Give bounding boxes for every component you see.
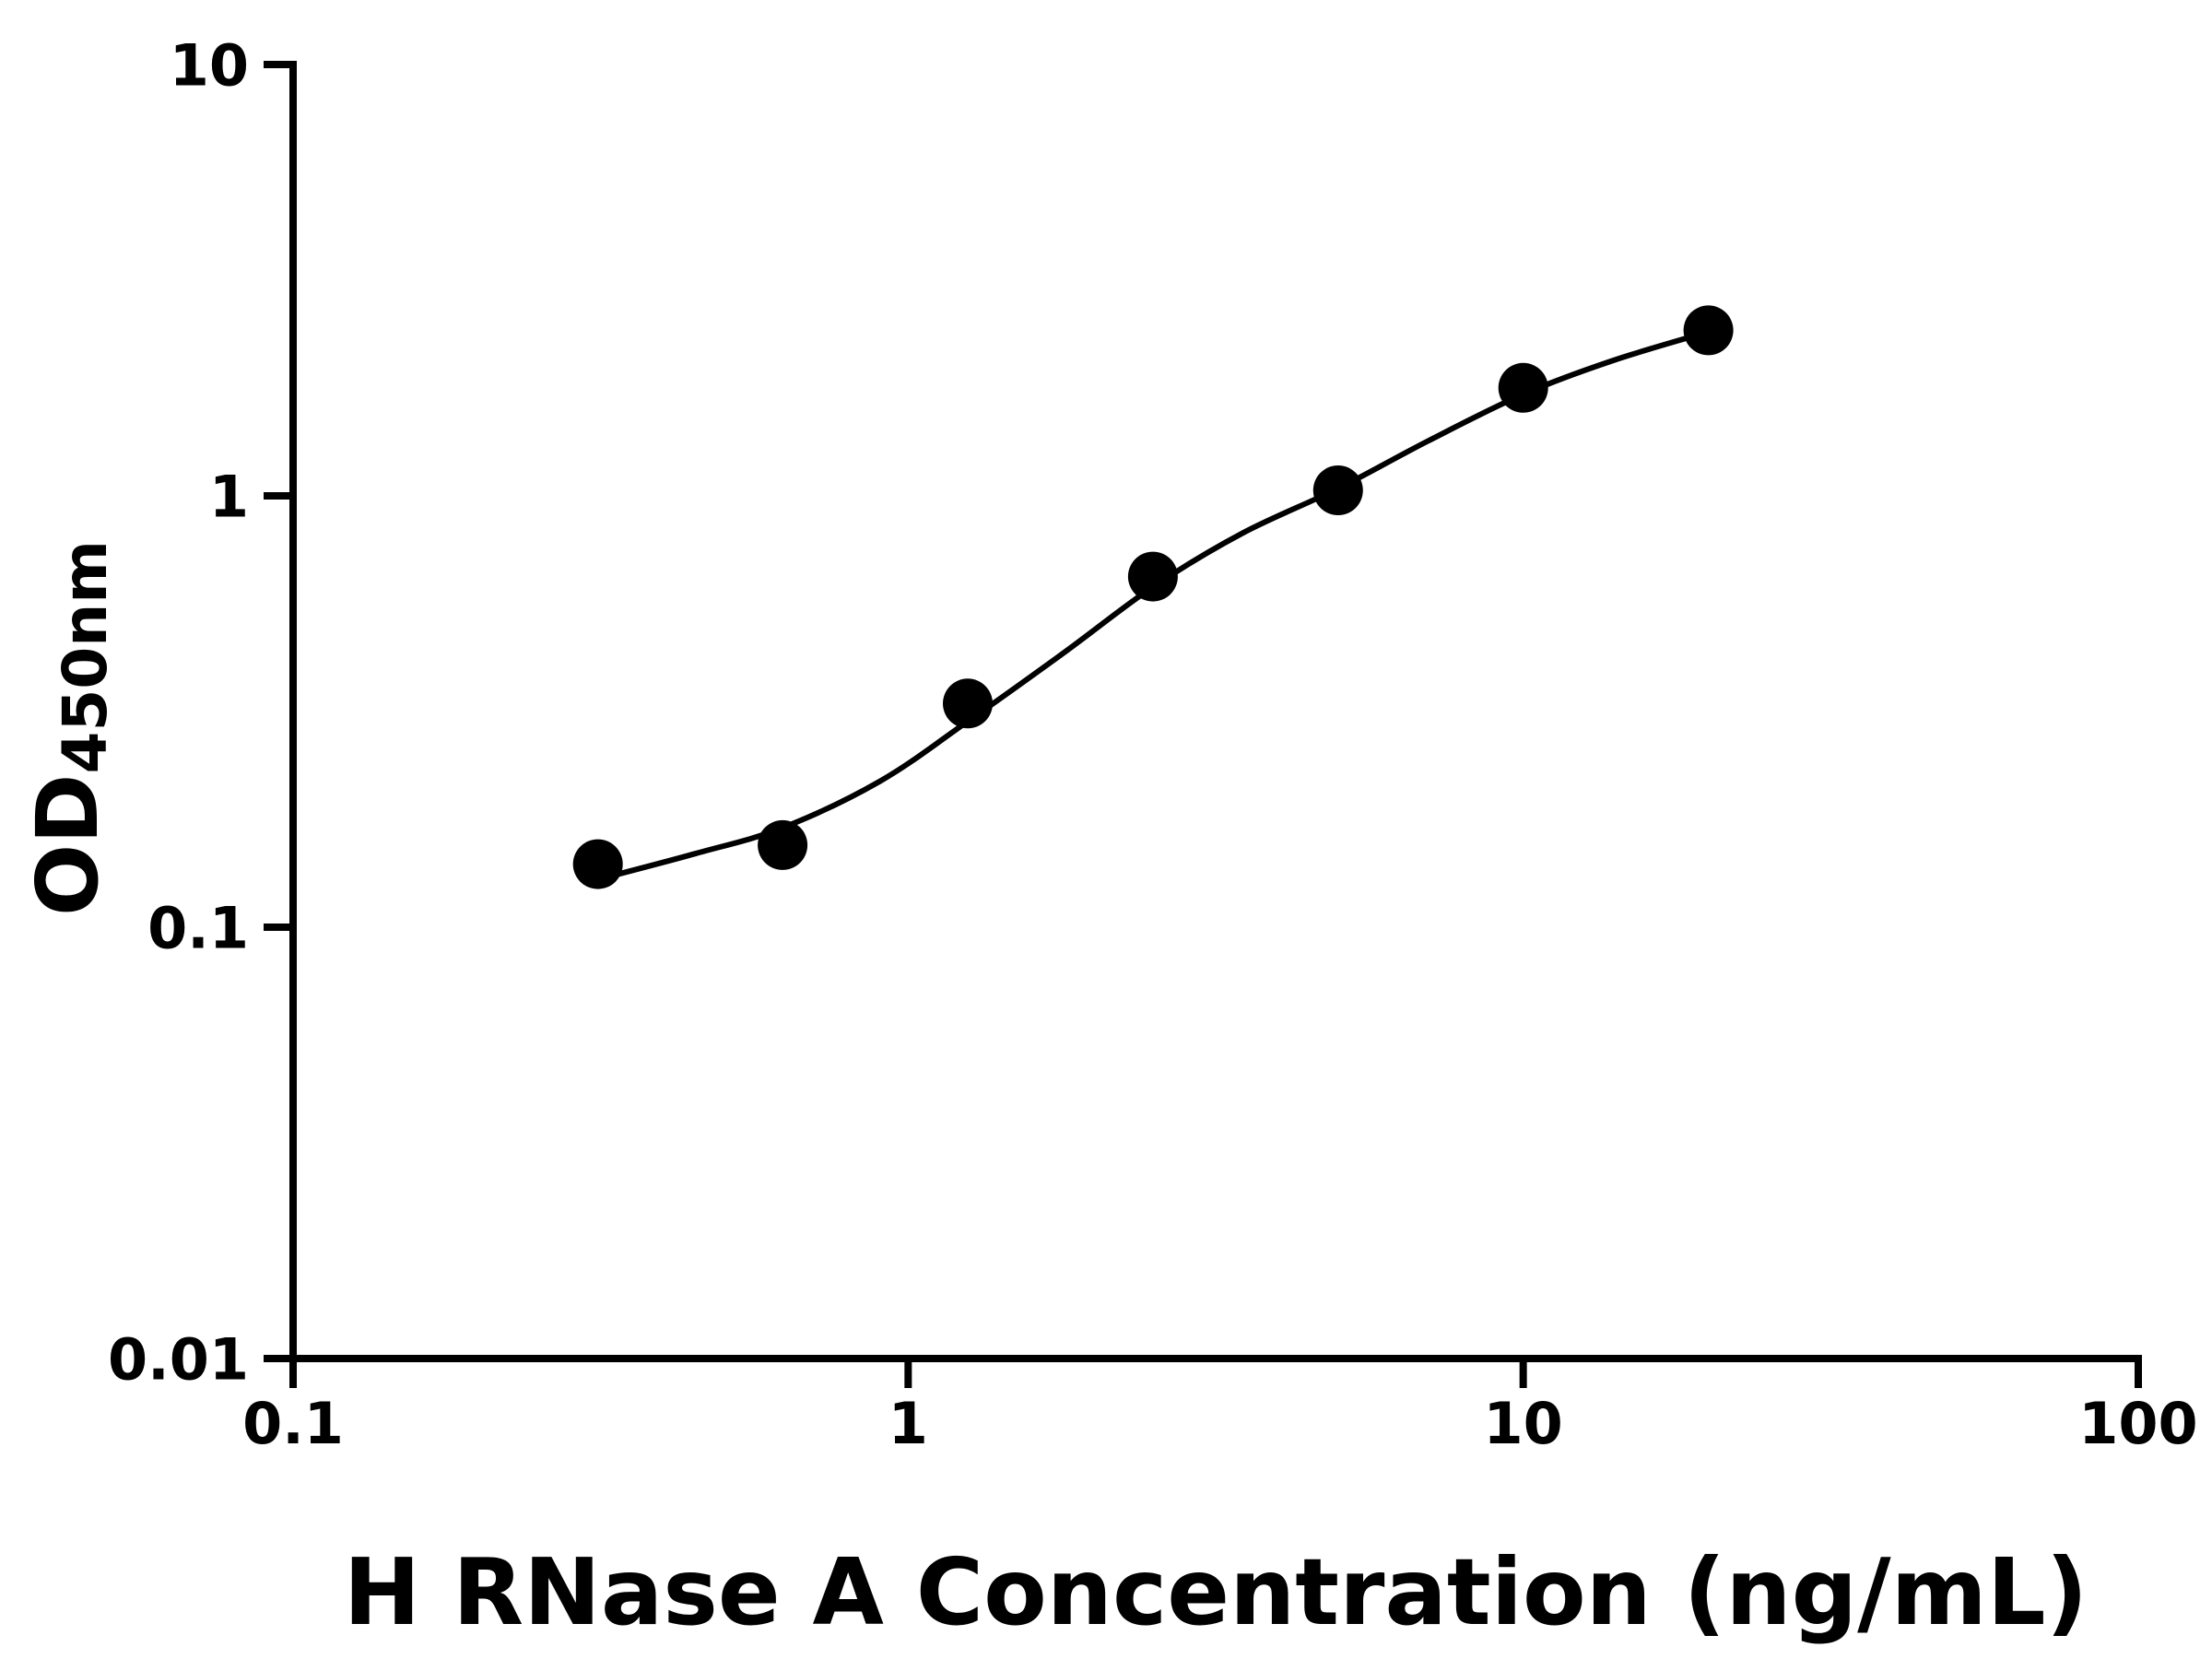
x-axis-title: H RNase A Concentration (ng/mL) [344, 1538, 2088, 1646]
y-axis-title: OD450nm [18, 540, 121, 916]
fit-curve-path [583, 329, 1712, 886]
y-axis-title-sub: 450nm [50, 540, 121, 774]
y-tick-label: 0.01 [108, 1325, 249, 1393]
x-tick-label: 100 [2078, 1390, 2197, 1457]
data-point [758, 819, 808, 870]
plot-axes [289, 61, 2142, 1362]
axis-ticks [264, 61, 2142, 1388]
y-tick-label: 0.1 [147, 894, 249, 961]
data-point [1127, 551, 1178, 602]
data-point [943, 678, 993, 729]
data-point [1683, 305, 1734, 356]
data-point [1312, 465, 1363, 515]
y-axis-title-main: OD [18, 773, 117, 916]
data-point [1498, 362, 1548, 413]
data-points [572, 305, 1734, 889]
axis-spine [289, 61, 2142, 1362]
y-tick-label: 1 [209, 463, 249, 530]
x-tick-label: 0.1 [242, 1390, 344, 1457]
data-point [572, 839, 623, 889]
y-tick-label: 10 [170, 31, 249, 99]
fit-curve-line [583, 329, 1712, 886]
x-tick-label: 1 [888, 1390, 928, 1457]
x-tick-label: 10 [1484, 1390, 1563, 1457]
